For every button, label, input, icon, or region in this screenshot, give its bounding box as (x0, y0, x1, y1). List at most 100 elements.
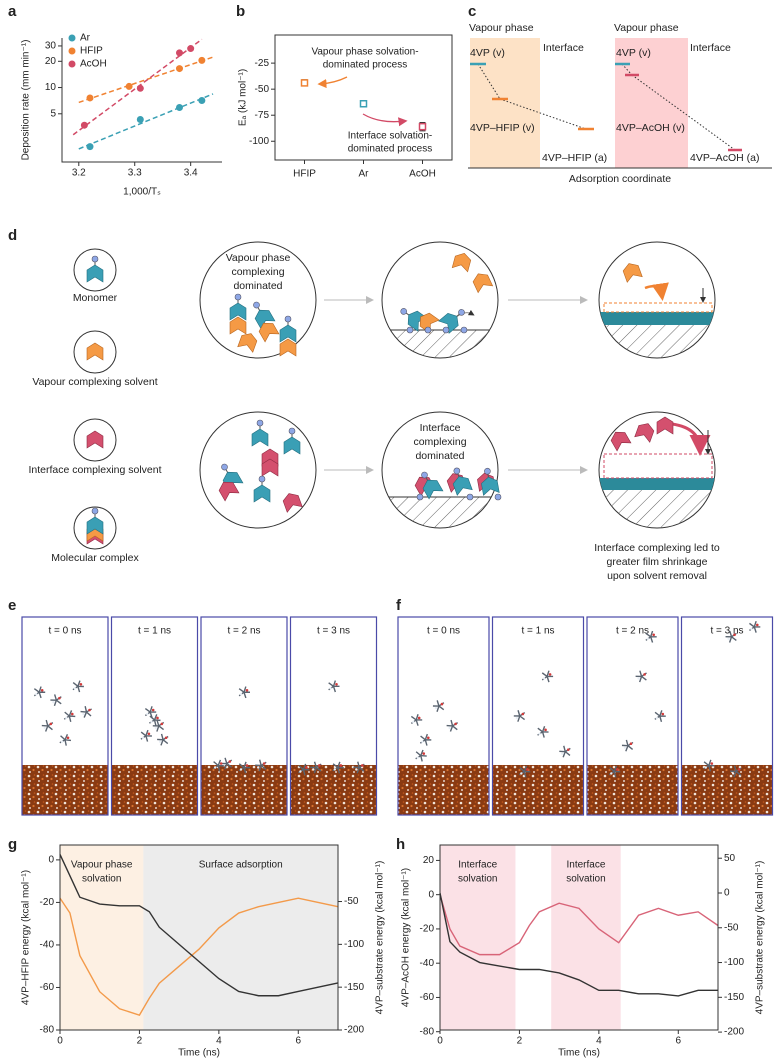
point (359, 100, 368, 108)
tick-label: -150 (724, 992, 744, 1003)
region-label: Vapour phase (71, 860, 133, 871)
tick-label: -100 (249, 136, 269, 147)
molecule (730, 765, 742, 778)
molecule (513, 710, 526, 722)
molecule (59, 733, 72, 746)
time-label: t = 2 ns (227, 626, 260, 637)
molecule (50, 694, 62, 707)
atom (335, 683, 338, 686)
legend-label: HFIP (80, 46, 103, 57)
path-line (621, 63, 633, 76)
substrate (587, 765, 678, 815)
legend-label: Interface complexing solvent (28, 464, 161, 476)
time-label: t = 2 ns (616, 626, 649, 637)
caption: upon solvent removal (607, 570, 707, 582)
sim-box (110, 616, 199, 816)
point (175, 49, 183, 57)
tick-label: 20 (423, 855, 435, 866)
atom (146, 712, 149, 716)
tick-label: 30 (45, 41, 57, 52)
molecule (446, 719, 459, 732)
atom (361, 764, 364, 767)
point (86, 94, 94, 102)
tick-label: -100 (344, 939, 364, 950)
tick-label: 50 (724, 853, 736, 864)
scene-label: Interface (420, 422, 461, 434)
molecule (220, 757, 233, 770)
molecule (72, 680, 84, 693)
atom (43, 726, 46, 730)
atom (154, 726, 157, 730)
point (175, 104, 183, 112)
atom (262, 762, 266, 765)
atom (422, 752, 426, 755)
annotation: dominated process (323, 60, 408, 71)
atom (440, 702, 444, 706)
legend-marker (68, 60, 76, 68)
atom (158, 740, 162, 743)
atom (65, 716, 68, 720)
time-label: t = 1 ns (521, 626, 554, 637)
tick-label: 2 (137, 1036, 143, 1047)
tick-label: 0 (428, 889, 434, 900)
atom (58, 696, 61, 700)
atom (73, 687, 77, 690)
axis-label: 4VP–HFIP energy (kcal mol⁻¹) (21, 870, 32, 1005)
schematic: Monomer Vapour complexing solvent Interf… (28, 241, 720, 582)
series-line (59, 897, 339, 1016)
atom (704, 766, 707, 769)
tick-label: -60 (420, 992, 435, 1003)
snapshots: t = 0 ns t = 1 ns t = 2 ns t = 3 ns t = 0 ns… (21, 616, 774, 816)
legend-marker (68, 34, 76, 42)
level-label: 4VP–HFIP (a) (542, 152, 607, 164)
label: Vapour phase (469, 22, 534, 34)
molecule (328, 680, 340, 693)
molecule (238, 686, 250, 699)
atom (731, 772, 735, 775)
atom (515, 716, 518, 720)
molecule (559, 745, 571, 758)
sim-box (491, 616, 585, 816)
scene-circle (199, 411, 317, 529)
tick-label: 0 (48, 855, 54, 866)
atom (318, 764, 321, 767)
tick-label: 2 (517, 1036, 523, 1047)
atom (49, 722, 53, 726)
molecule (654, 710, 666, 722)
axis-label: Time (ns) (178, 1048, 220, 1059)
molecule (255, 759, 267, 772)
atom (355, 768, 358, 771)
region-label: solvation (566, 874, 605, 885)
atom (147, 732, 151, 736)
region (551, 845, 621, 1030)
region (440, 845, 516, 1030)
atom (228, 760, 232, 763)
atom (333, 768, 336, 771)
region-label: solvation (82, 874, 121, 885)
legend-label: Ar (80, 33, 91, 44)
atom (623, 746, 627, 749)
atom (150, 720, 153, 724)
atom (548, 673, 552, 676)
molecule (157, 733, 169, 746)
substrate (398, 765, 489, 815)
tick-label: -50 (344, 896, 359, 907)
legend-label: Vapour complexing solvent (32, 376, 157, 388)
region-label: Interface (458, 860, 497, 871)
sim-box (397, 616, 490, 816)
axis-label: 4VP–substrate energy (kcal mol⁻¹) (375, 861, 386, 1015)
atom (737, 768, 741, 771)
atom (427, 736, 430, 740)
axis-label: 4VP–substrate energy (kcal mol⁻¹) (755, 861, 766, 1015)
sim-box (200, 616, 288, 816)
substrate (201, 765, 287, 815)
label: Vapour phase (614, 22, 679, 34)
substrate (599, 302, 715, 358)
molecule (410, 714, 423, 726)
substrate (22, 765, 108, 815)
axis-label: Adsorption coordinate (569, 173, 671, 185)
atom (417, 716, 421, 720)
region-label: Interface (566, 860, 605, 871)
atom (164, 736, 168, 740)
